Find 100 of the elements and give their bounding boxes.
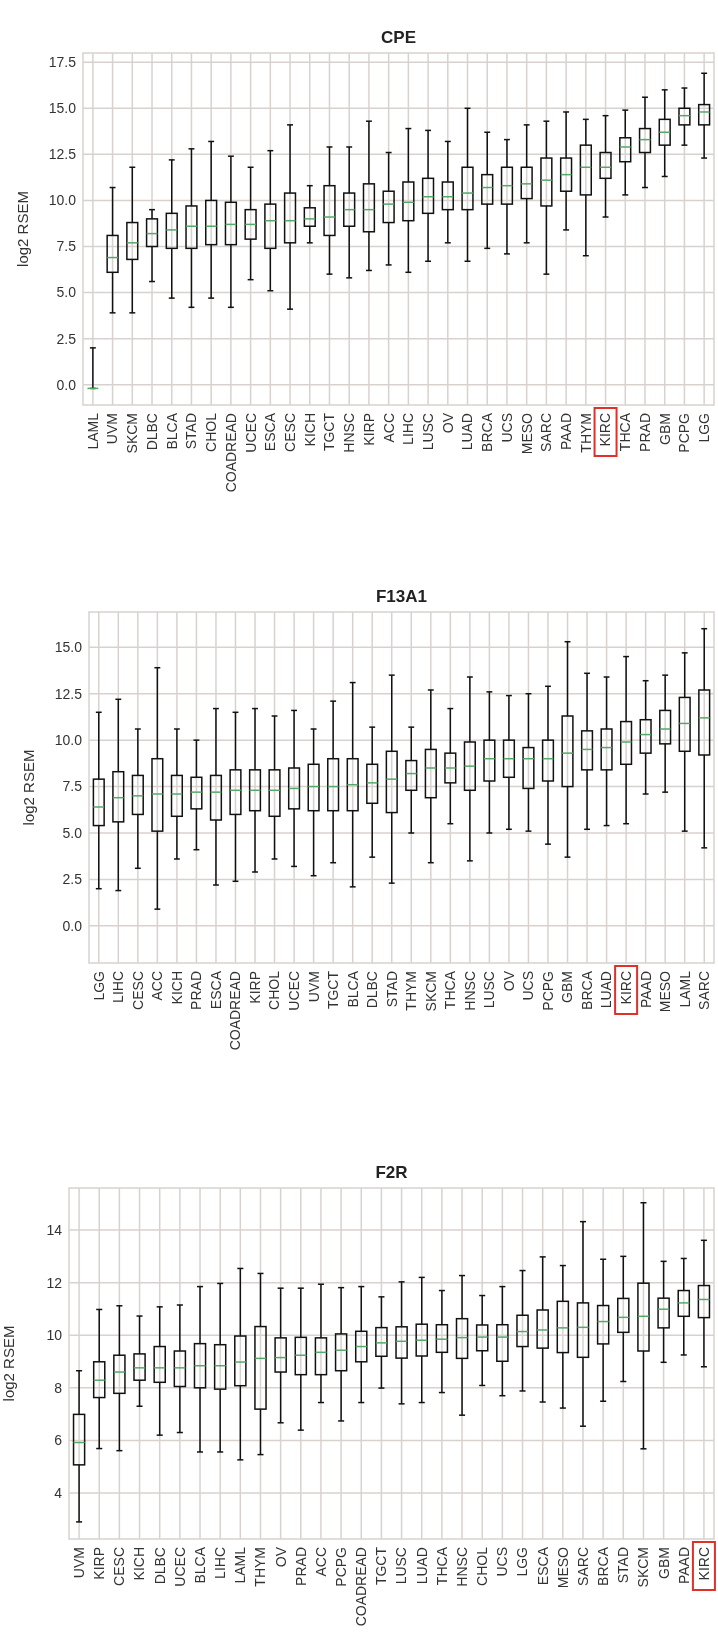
x-tick-label: MESO (657, 970, 674, 1013)
x-tick-label: LGG (90, 971, 107, 1001)
y-tick-label: 15.0 (54, 639, 83, 656)
x-tick-label: GBM (656, 413, 673, 445)
x-tick-label: SKCM (124, 413, 141, 454)
x-tick-label: HNSC (341, 413, 358, 453)
y-axis-title: log2 RSEM (0, 1325, 17, 1402)
x-tick-label: PCPG (676, 413, 693, 453)
x-tick-label: COADREAD (222, 413, 239, 493)
x-tick-label: CESC (129, 971, 146, 1010)
x-tick-label: LGG (514, 1547, 531, 1577)
y-tick-label: 10 (46, 1327, 63, 1344)
x-tick-label: STAD (383, 971, 400, 1008)
y-axis-title: log2 RSEM (20, 749, 37, 826)
x-tick-label: MESO (554, 1546, 571, 1589)
x-tick-label: THCA (442, 970, 459, 1010)
x-tick-label: LUAD (413, 1547, 430, 1585)
x-tick-label: DLBC (364, 971, 381, 1009)
x-tick-label: TGCT (325, 970, 342, 1010)
x-tick-label: KIRC (618, 971, 635, 1005)
x-tick-label: KICH (131, 1547, 148, 1581)
x-tick-label: THCA (617, 412, 634, 452)
x-tick-label: CHOL (266, 970, 283, 1010)
x-tick-label: CHOL (203, 412, 220, 452)
x-tick-label: LUSC (481, 971, 498, 1009)
x-tick-label: SKCM (422, 971, 439, 1012)
x-tick-label: PRAD (188, 971, 205, 1010)
x-tick-label: SKCM (635, 1547, 652, 1588)
x-tick-label: BRCA (578, 970, 595, 1010)
chart-title: F13A1 (375, 587, 428, 606)
y-tick-label: 12.5 (48, 146, 77, 163)
x-tick-label: COADREAD (353, 1547, 370, 1627)
y-tick-label: 14 (46, 1221, 63, 1238)
x-tick-label: OV (500, 970, 517, 992)
y-tick-label: 8 (54, 1379, 63, 1396)
x-tick-label: ACC (149, 971, 166, 1001)
x-tick-label: DLBC (151, 1547, 168, 1585)
y-tick-label: 10.0 (48, 192, 77, 209)
x-tick-label: UCS (494, 1547, 511, 1577)
x-tick-label: THYM (403, 971, 420, 1011)
x-tick-label: GBM (559, 971, 576, 1003)
x-tick-label: UCEC (285, 971, 302, 1011)
x-tick-label: COADREAD (227, 971, 244, 1051)
x-tick-label: LAML (676, 970, 693, 1008)
x-tick-label: PCPG (539, 971, 556, 1011)
x-tick-label: LGG (696, 413, 713, 443)
x-tick-label: OV (272, 1546, 289, 1568)
x-tick-label: BRCA (479, 412, 496, 452)
y-axis-title: log2 RSEM (14, 191, 31, 267)
x-tick-label: BRCA (595, 1546, 612, 1586)
x-tick-label: BLCA (191, 1546, 208, 1584)
x-tick-label: LIHC (110, 971, 127, 1003)
x-tick-label: PRAD (292, 1547, 309, 1586)
x-tick-label: PRAD (636, 413, 653, 452)
x-tick-label: LUSC (419, 413, 436, 451)
y-tick-label: 12.5 (54, 685, 83, 702)
y-tick-label: 0.0 (62, 917, 83, 934)
x-tick-label: LUAD (598, 971, 615, 1009)
x-tick-label: ACC (312, 1547, 329, 1577)
x-tick-label: CHOL (474, 1546, 491, 1586)
x-tick-label: SARC (696, 971, 713, 1010)
y-tick-label: 2.5 (62, 871, 83, 888)
x-tick-label: DLBC (143, 413, 160, 451)
x-tick-label: MESO (518, 412, 535, 455)
y-tick-label: 10.0 (54, 732, 83, 749)
x-tick-label: ACC (380, 413, 397, 443)
x-tick-label: THYM (577, 413, 594, 453)
x-tick-label: UCEC (171, 1547, 188, 1587)
x-tick-label: TGCT (321, 412, 338, 452)
x-tick-label: KICH (301, 413, 318, 447)
x-tick-label: PAAD (675, 1547, 692, 1585)
x-tick-label: UVM (104, 413, 121, 445)
x-tick-label: ESCA (534, 1546, 551, 1586)
x-tick-label: LAML (84, 412, 101, 450)
y-tick-label: 0.0 (56, 376, 77, 393)
y-tick-label: 4 (54, 1484, 63, 1501)
x-tick-label: UVM (305, 971, 322, 1003)
y-tick-label: 7.5 (62, 778, 83, 795)
x-tick-label: KIRC (695, 1547, 712, 1581)
chart-title: CPE (381, 28, 416, 47)
x-tick-label: SARC (538, 413, 555, 452)
x-tick-label: THYM (252, 1547, 269, 1587)
x-tick-label: UCEC (242, 413, 259, 453)
x-tick-label: LIHC (400, 413, 417, 445)
x-tick-label: PCPG (333, 1547, 350, 1587)
x-tick-label: UCS (520, 971, 537, 1001)
x-tick-label: THCA (433, 1546, 450, 1586)
x-tick-label: HNSC (461, 971, 478, 1011)
x-tick-label: OV (439, 412, 456, 434)
y-tick-label: 15.0 (48, 100, 77, 117)
x-tick-label: ESCA (262, 412, 279, 452)
y-tick-label: 17.5 (48, 54, 77, 71)
x-tick-label: UVM (70, 1547, 87, 1579)
x-tick-label: KIRP (360, 413, 377, 446)
chart-title: F2R (375, 1163, 408, 1182)
x-tick-label: SARC (574, 1547, 591, 1586)
x-tick-label: KIRP (91, 1547, 108, 1580)
y-tick-label: 2.5 (56, 330, 77, 347)
x-tick-label: PAAD (637, 971, 654, 1009)
x-tick-label: HNSC (453, 1547, 470, 1587)
